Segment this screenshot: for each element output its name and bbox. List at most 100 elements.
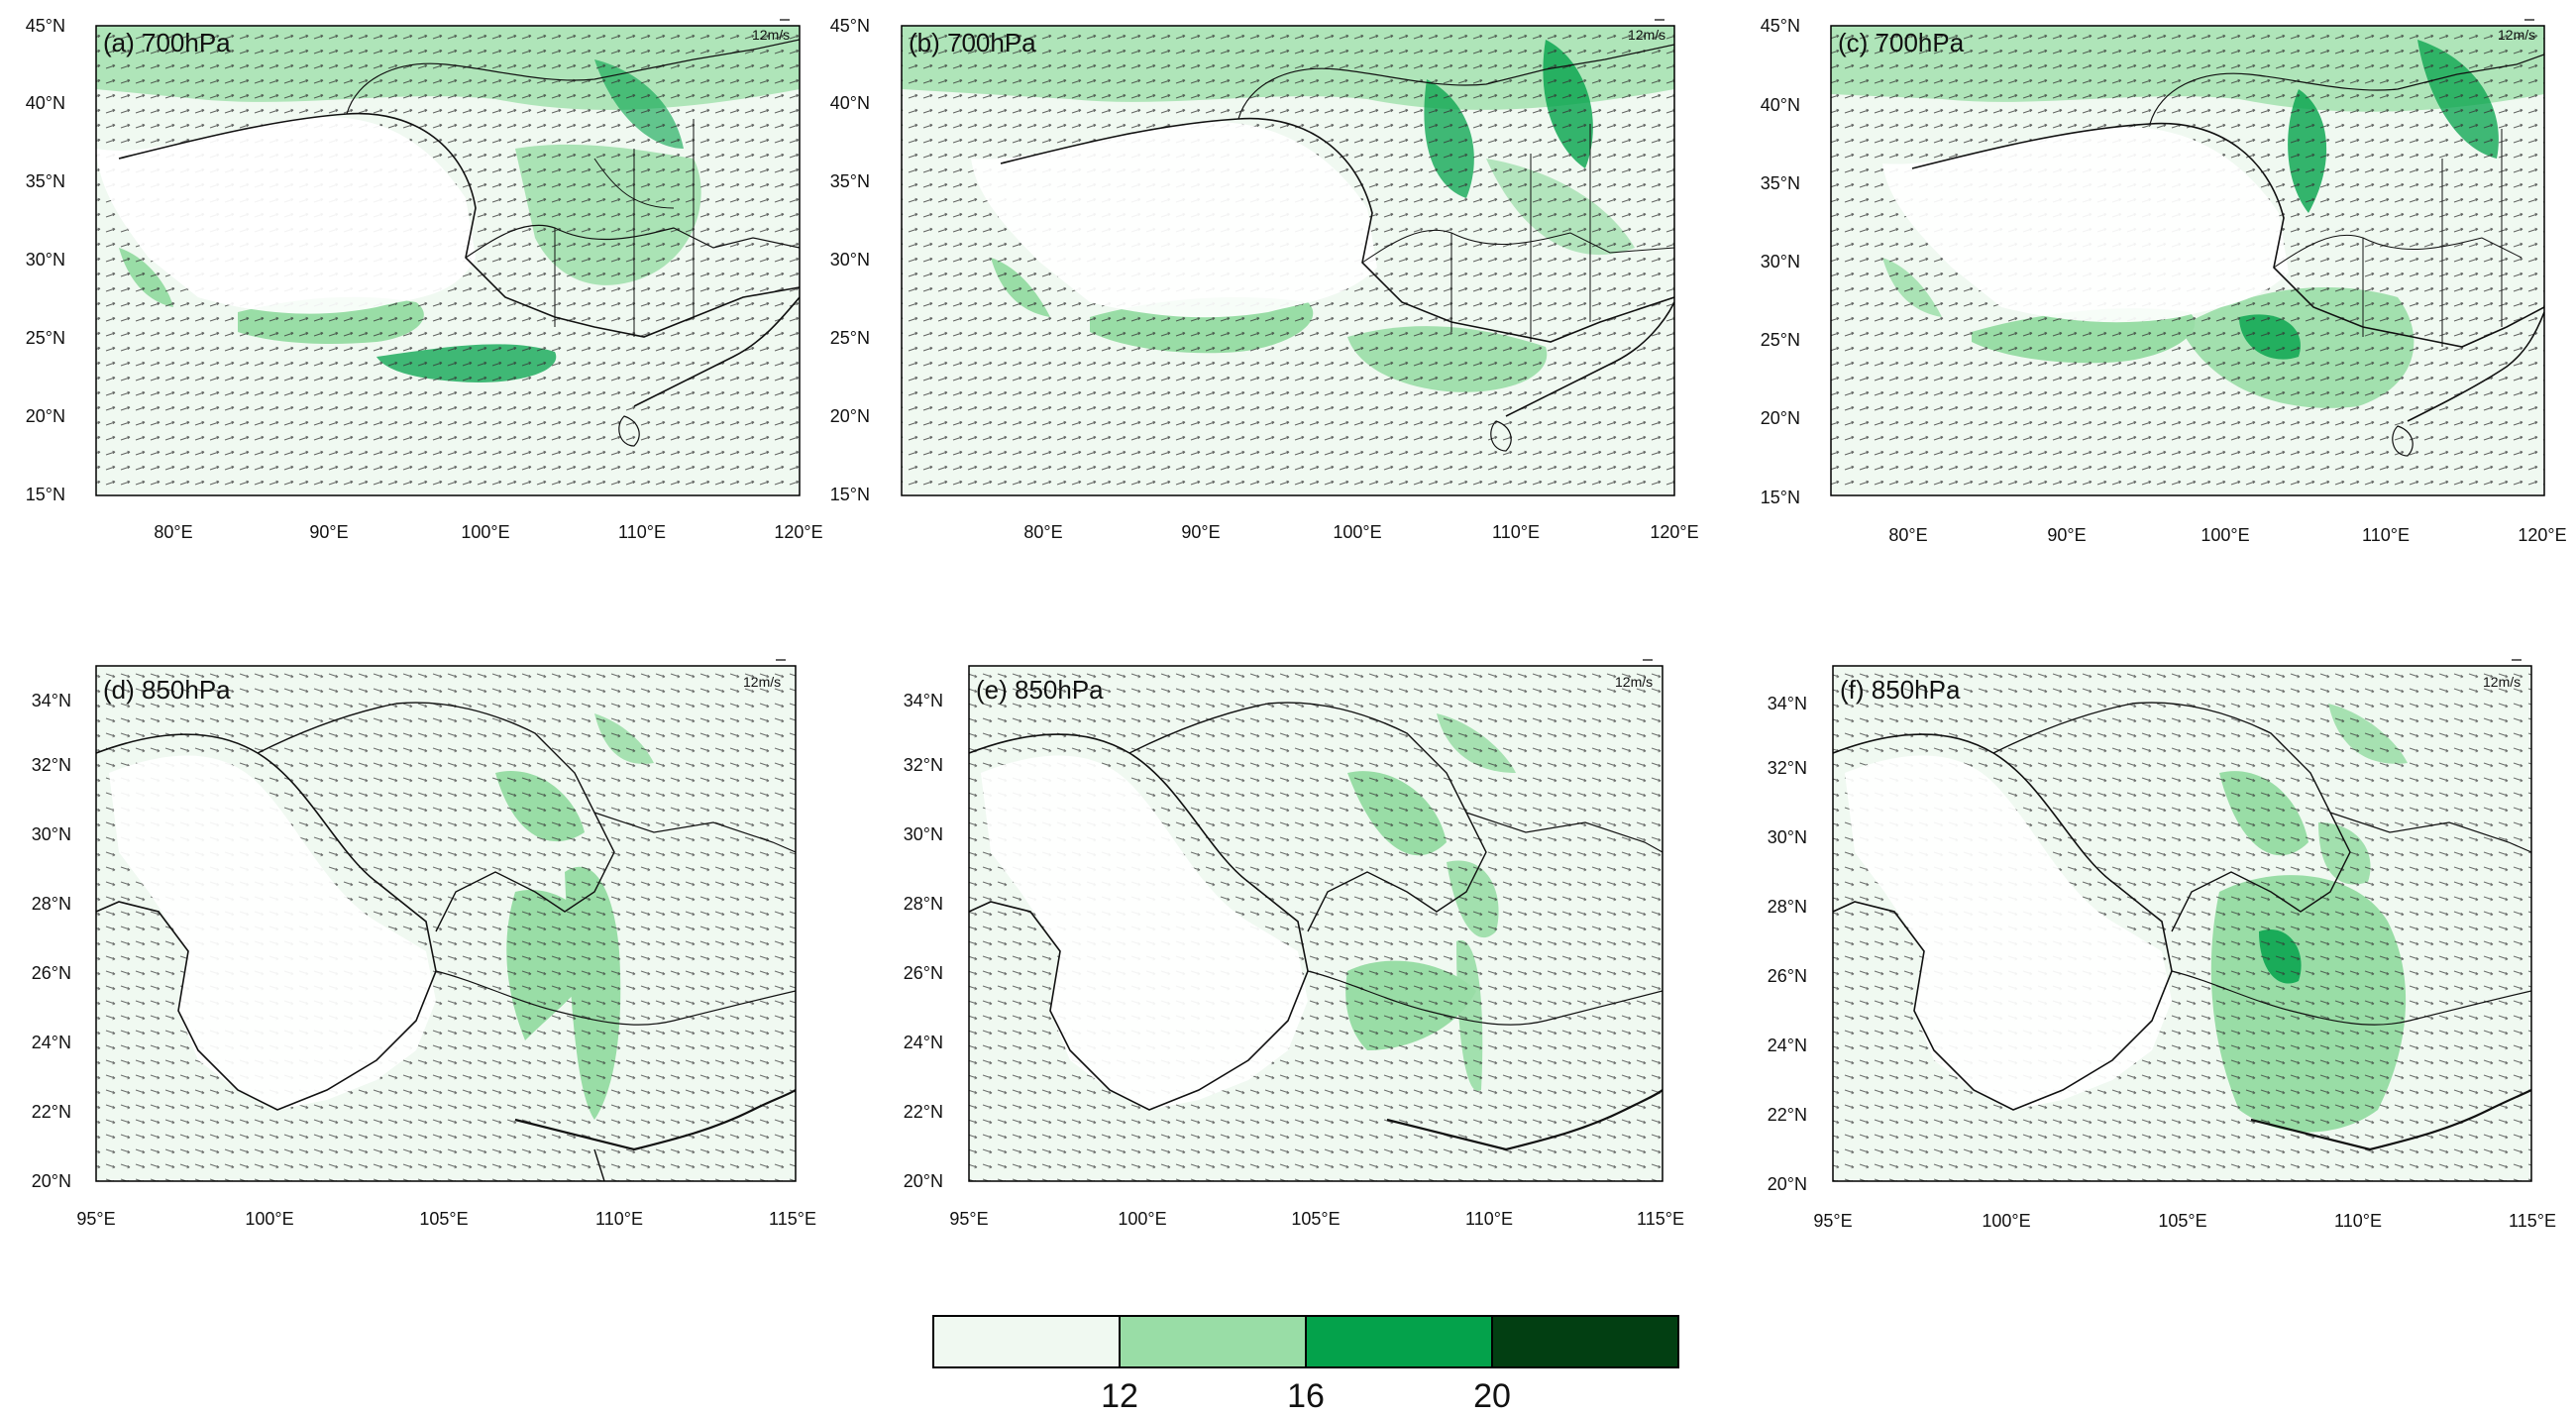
f-lon-tick: 110°E: [2334, 1211, 2382, 1231]
c-lat-tick: 45°N: [1761, 16, 1800, 36]
f-lat-tick: 32°N: [1768, 758, 1807, 778]
f-lat-tick: 22°N: [1768, 1105, 1807, 1125]
c-lat-tick: 15°N: [1761, 488, 1800, 507]
panel-f-field: [1833, 666, 2531, 1181]
f-lat-tick: 30°N: [1768, 827, 1807, 847]
e-lat-tick: 20°N: [904, 1171, 943, 1191]
d-lat-tick: 30°N: [32, 824, 71, 844]
a-lat-tick: 25°N: [26, 328, 65, 348]
d-lat-tick: 22°N: [32, 1102, 71, 1122]
e-lon-tick: 110°E: [1465, 1209, 1513, 1229]
f-lat-tick: 34°N: [1768, 694, 1807, 713]
d-lat-tick: 24°N: [32, 1033, 71, 1052]
d-lon-tick: 100°E: [245, 1209, 293, 1229]
panel-e-field: [969, 666, 1663, 1181]
f-lat-tick: 20°N: [1768, 1174, 1807, 1194]
panel-labels: (a) 700hPa (b) 700hPa (c) 700hPa (d) 850…: [103, 28, 1965, 705]
b-lat-tick: 45°N: [830, 16, 870, 36]
panel-label-b: (b) 700hPa: [909, 28, 1036, 57]
b-lon-tick: 80°E: [1023, 522, 1062, 542]
a-lon-tick: 90°E: [309, 522, 348, 542]
c-lon-tick: 120°E: [2518, 525, 2566, 545]
c-lat-tick: 40°N: [1761, 95, 1800, 115]
colorbar-label: 16: [1287, 1377, 1325, 1415]
c-lon-tick: 90°E: [2047, 525, 2086, 545]
f-lon-tick: 100°E: [1982, 1211, 2030, 1231]
colorbar: 12 16 20: [932, 1315, 1679, 1415]
e-lon-tick: 100°E: [1118, 1209, 1166, 1229]
f-lon-tick: 95°E: [1813, 1211, 1852, 1231]
panel-a: [95, 25, 801, 496]
ref-vector-label-d: 12m/s: [743, 674, 781, 690]
d-lat-tick: 32°N: [32, 755, 71, 775]
ref-vector-label-f: 12m/s: [2483, 674, 2521, 690]
a-lat-tick: 35°N: [26, 171, 65, 191]
f-lat-tick: 26°N: [1768, 966, 1807, 986]
e-lon-tick: 105°E: [1291, 1209, 1340, 1229]
a-lon-tick: 80°E: [154, 522, 192, 542]
c-lon-tick: 100°E: [2200, 525, 2249, 545]
b-lon-tick: 120°E: [1650, 522, 1698, 542]
a-lat-tick: 40°N: [26, 93, 65, 113]
a-lat-tick: 20°N: [26, 406, 65, 426]
e-lat-tick: 32°N: [904, 755, 943, 775]
ref-vector-label-c: 12m/s: [2498, 27, 2535, 43]
ref-vector-label-a: 12m/s: [752, 27, 790, 43]
e-lat-tick: 34°N: [904, 691, 943, 710]
reference-vectors: 12m/s 12m/s 12m/s 12m/s 12m/s 12m/s: [743, 19, 2535, 690]
panel-label-a: (a) 700hPa: [103, 28, 231, 57]
panel-label-d: (d) 850hPa: [103, 675, 231, 705]
f-lat-tick: 24°N: [1768, 1036, 1807, 1055]
a-lon-tick: 120°E: [774, 522, 822, 542]
b-lon-tick: 100°E: [1333, 522, 1381, 542]
c-lat-tick: 30°N: [1761, 252, 1800, 272]
b-lat-tick: 25°N: [830, 328, 870, 348]
d-lon-tick: 95°E: [76, 1209, 115, 1229]
e-lat-tick: 22°N: [904, 1102, 943, 1122]
f-lon-tick: 105°E: [2158, 1211, 2206, 1231]
e-lat-tick: 28°N: [904, 894, 943, 914]
b-lat-tick: 40°N: [830, 93, 870, 113]
panel-b-field: [902, 26, 1674, 495]
ref-vector-label-e: 12m/s: [1615, 674, 1653, 690]
d-lat-tick: 28°N: [32, 894, 71, 914]
panel-label-e: (e) 850hPa: [976, 675, 1104, 705]
ref-vector-label-b: 12m/s: [1628, 27, 1665, 43]
a-lat-tick: 30°N: [26, 250, 65, 270]
a-lat-tick: 15°N: [26, 485, 65, 504]
e-lat-tick: 26°N: [904, 963, 943, 983]
b-lon-tick: 110°E: [1492, 522, 1540, 542]
panel-d: [95, 665, 797, 1182]
f-lat-tick: 28°N: [1768, 897, 1807, 917]
b-lat-tick: 30°N: [830, 250, 870, 270]
panel-label-f: (f) 850hPa: [1840, 675, 1961, 705]
b-lat-tick: 20°N: [830, 406, 870, 426]
a-lon-tick: 100°E: [461, 522, 509, 542]
d-lat-tick: 34°N: [32, 691, 71, 710]
f-lon-tick: 115°E: [2509, 1211, 2556, 1231]
panel-b: [901, 25, 1675, 496]
c-lat-tick: 25°N: [1761, 330, 1800, 350]
e-lat-tick: 24°N: [904, 1033, 943, 1052]
panel-d-field: [96, 666, 796, 1181]
colorbar-label: 20: [1473, 1377, 1511, 1415]
c-lat-tick: 20°N: [1761, 408, 1800, 428]
colorbar-label: 12: [1101, 1377, 1138, 1415]
a-lat-tick: 45°N: [26, 16, 65, 36]
colorbar-box: [933, 1316, 1120, 1367]
panel-c-field: [1831, 26, 2544, 495]
panel-label-c: (c) 700hPa: [1838, 28, 1965, 57]
e-lon-tick: 115°E: [1637, 1209, 1684, 1229]
panel-f: [1832, 665, 2532, 1182]
d-lat-tick: 26°N: [32, 963, 71, 983]
d-lat-tick: 20°N: [32, 1171, 71, 1191]
panel-a-field: [96, 26, 800, 495]
panel-c: [1830, 25, 2545, 496]
colorbar-box: [1306, 1316, 1492, 1367]
d-lon-tick: 115°E: [769, 1209, 816, 1229]
d-lon-tick: 110°E: [595, 1209, 643, 1229]
b-lat-tick: 15°N: [830, 485, 870, 504]
b-lat-tick: 35°N: [830, 171, 870, 191]
colorbar-box: [1492, 1316, 1678, 1367]
